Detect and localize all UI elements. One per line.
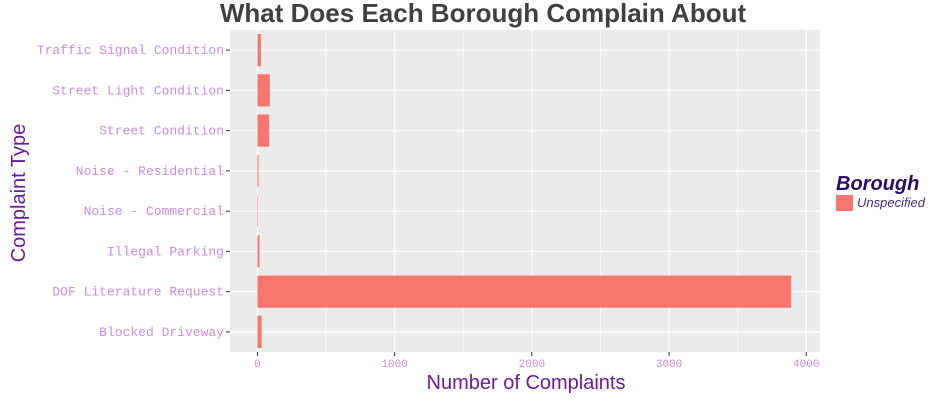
y-axis-ticks: Blocked Driveway DOF Literature Request Il…	[37, 43, 230, 340]
y-tick-label: Noise - Commercial	[84, 204, 225, 219]
y-tick-label: DOF Literature Request	[52, 285, 224, 300]
bar	[257, 34, 261, 67]
legend-title: Borough	[836, 173, 919, 195]
x-axis-label: Number of Complaints	[427, 372, 626, 394]
y-tick-label: Traffic Signal Condition	[37, 43, 224, 58]
bar	[257, 114, 270, 147]
bar	[257, 74, 270, 107]
y-tick-label: Illegal Parking	[107, 244, 224, 259]
legend: Borough Unspecified	[836, 173, 926, 211]
bar	[257, 235, 260, 268]
x-tick-label: 3000	[656, 359, 682, 371]
bar	[257, 275, 792, 308]
bar	[257, 154, 259, 187]
x-tick-label: 0	[254, 359, 261, 371]
bar	[257, 195, 258, 228]
y-tick-label: Street Light Condition	[52, 83, 224, 98]
x-axis-ticks: 0 1000 2000 3000 4000	[254, 352, 819, 371]
y-tick-label: Noise - Residential	[76, 164, 224, 179]
x-tick-label: 4000	[793, 359, 819, 371]
y-tick-label: Blocked Driveway	[99, 325, 224, 340]
bar	[257, 315, 262, 348]
y-axis-label: Complaint Type	[8, 124, 30, 263]
x-tick-label: 2000	[519, 359, 545, 371]
legend-label-unspecified: Unspecified	[857, 195, 926, 210]
bars	[257, 34, 792, 348]
legend-key-unspecified	[836, 195, 853, 211]
chart-title: What Does Each Borough Complain About	[220, 0, 747, 28]
y-tick-label: Street Condition	[99, 124, 224, 139]
x-tick-label: 1000	[381, 359, 407, 371]
